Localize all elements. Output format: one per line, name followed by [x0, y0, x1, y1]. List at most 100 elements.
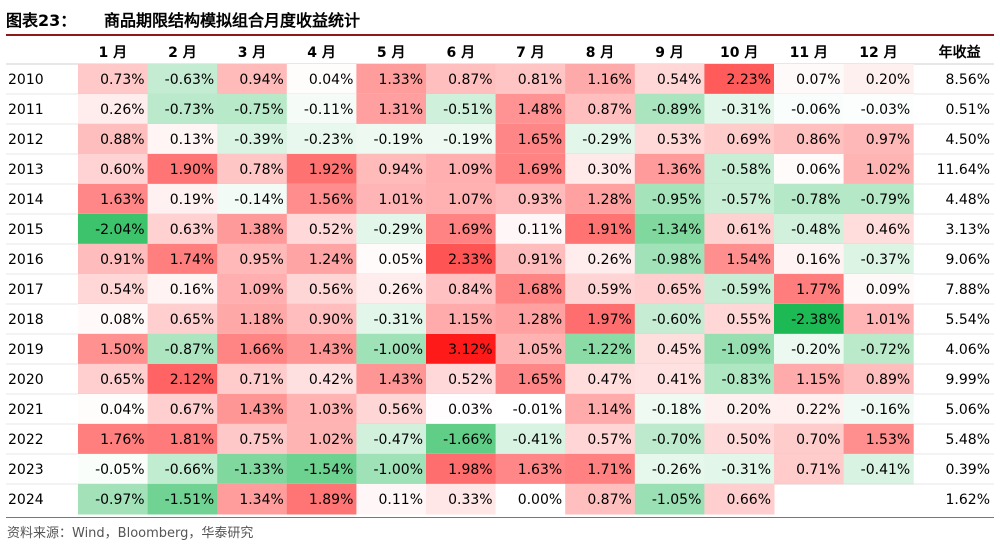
- cell-value: 1.50%: [100, 342, 144, 358]
- heatmap-cell: [774, 454, 845, 485]
- heatmap-cell: [286, 244, 357, 275]
- heatmap-cell: [843, 334, 914, 365]
- cell-value: 2.33%: [448, 252, 492, 268]
- heatmap-cell: [217, 154, 288, 185]
- cell-value: 1.05%: [518, 342, 562, 358]
- cell-value: 1.77%: [796, 282, 840, 298]
- cell-value: -0.29%: [373, 222, 423, 238]
- heatmap-cell: [426, 304, 497, 335]
- annual-return: 8.56%: [946, 72, 990, 88]
- row-label: 2015: [8, 222, 44, 238]
- annual-return: 0.51%: [946, 102, 990, 118]
- column-header: 12 月: [859, 45, 897, 61]
- cell-value: -0.29%: [582, 132, 632, 148]
- heatmap-cell: [634, 364, 705, 395]
- cell-value: 0.55%: [727, 312, 771, 328]
- cell-value: -0.60%: [652, 312, 702, 328]
- heatmap-cell: [704, 484, 775, 515]
- cell-value: 0.11%: [518, 222, 562, 238]
- heatmap-cell: [774, 124, 845, 155]
- heatmap-cell: [843, 364, 914, 395]
- heatmap-cell: [286, 454, 357, 485]
- heatmap-cell: [774, 64, 845, 95]
- heatmap-cell: [78, 154, 149, 185]
- cell-value: 0.06%: [796, 162, 840, 178]
- heatmap-cell: [426, 214, 497, 245]
- cell-value: 1.89%: [309, 492, 353, 508]
- cell-value: 0.81%: [518, 72, 562, 88]
- annual-return: 1.62%: [946, 492, 990, 508]
- cell-value: -0.97%: [95, 492, 145, 508]
- cell-value: 1.02%: [309, 432, 353, 448]
- cell-value: 0.89%: [866, 372, 910, 388]
- heatmap-cell: [426, 484, 497, 515]
- cell-value: -0.51%: [443, 102, 493, 118]
- heatmap-cell: [565, 394, 636, 425]
- cell-value: -0.19%: [373, 132, 423, 148]
- cell-value: 1.69%: [518, 162, 562, 178]
- cell-value: -0.66%: [165, 462, 215, 478]
- cell-value: 0.26%: [100, 102, 144, 118]
- heatmap-cell: [147, 484, 218, 515]
- annual-return: 9.06%: [946, 252, 990, 268]
- heatmap-cell: [634, 184, 705, 215]
- annual-return: 9.99%: [946, 372, 990, 388]
- annual-return: 5.48%: [946, 432, 990, 448]
- heatmap-cell: [147, 424, 218, 455]
- cell-value: 0.52%: [309, 222, 353, 238]
- heatmap-cell: [286, 484, 357, 515]
- heatmap-cell: [286, 214, 357, 245]
- heatmap-cell: [147, 214, 218, 245]
- cell-value: 0.26%: [379, 282, 423, 298]
- cell-value: 0.69%: [727, 132, 771, 148]
- cell-value: 0.91%: [100, 252, 144, 268]
- cell-value: -1.05%: [652, 492, 702, 508]
- row-label: 2022: [8, 432, 44, 448]
- cell-value: 0.04%: [309, 72, 353, 88]
- cell-value: -2.38%: [791, 312, 841, 328]
- cell-value: 1.01%: [866, 312, 910, 328]
- heatmap-cell: [704, 244, 775, 275]
- column-header: 9 月: [655, 45, 684, 61]
- heatmap-cell: [286, 364, 357, 395]
- heatmap-cell: [356, 454, 427, 485]
- cell-value: -2.04%: [95, 222, 145, 238]
- cell-value: -0.57%: [721, 192, 771, 208]
- cell-value: 0.93%: [518, 192, 562, 208]
- heatmap-cell: [843, 274, 914, 305]
- heatmap-cell: [843, 64, 914, 95]
- heatmap-cell: [356, 364, 427, 395]
- annual-return: 0.39%: [946, 462, 990, 478]
- cell-value: 1.65%: [518, 372, 562, 388]
- cell-value: -0.23%: [304, 132, 354, 148]
- cell-value: -0.78%: [791, 192, 841, 208]
- heatmap-cell: [634, 214, 705, 245]
- heatmap-cell: [495, 244, 566, 275]
- heatmap-cell: [774, 424, 845, 455]
- heatmap-cell: [217, 334, 288, 365]
- row-label: 2011: [8, 102, 44, 118]
- monthly-returns-heatmap: 1 月 2 月 3 月 4 月 5 月 6 月 7 月 8 月 9 月 10 月 11 月 12 月 年…: [6, 44, 994, 515]
- heatmap-cell: [843, 94, 914, 125]
- heatmap-cell: [634, 154, 705, 185]
- heatmap-cell: [704, 394, 775, 425]
- cell-value: -1.09%: [721, 342, 771, 358]
- cell-value: 0.95%: [239, 252, 283, 268]
- cell-value: 0.84%: [448, 282, 492, 298]
- heatmap-cell: [147, 394, 218, 425]
- cell-value: 0.67%: [170, 402, 214, 418]
- heatmap-cell: [704, 304, 775, 335]
- cell-value: 0.20%: [866, 72, 910, 88]
- heatmap-cell: [495, 454, 566, 485]
- cell-value: -0.47%: [373, 432, 423, 448]
- cell-value: -0.31%: [721, 462, 771, 478]
- cell-value: -0.63%: [165, 72, 215, 88]
- cell-value: 3.12%: [448, 342, 492, 358]
- heatmap-cell: [78, 484, 149, 515]
- cell-value: 0.16%: [796, 252, 840, 268]
- cell-value: 0.66%: [727, 492, 771, 508]
- heatmap-cell: [78, 334, 149, 365]
- heatmap-cell: [286, 184, 357, 215]
- heatmap-cell: [78, 364, 149, 395]
- cell-value: -1.00%: [373, 462, 423, 478]
